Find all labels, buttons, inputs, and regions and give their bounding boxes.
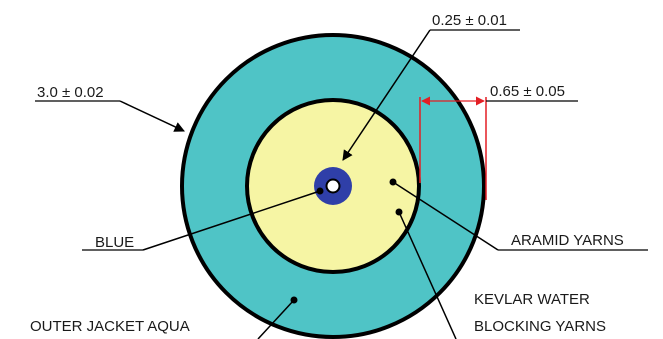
aramid-label: ARAMID YARNS: [511, 232, 624, 249]
outer-diameter-leader: [119, 100, 185, 132]
blue-leader: [142, 190, 321, 251]
outer-diameter-label: 3.0 ± 0.02: [37, 84, 104, 101]
kevlar-label-line2: BLOCKING YARNS: [474, 318, 606, 335]
kevlar-label-line1: KEVLAR WATER: [474, 291, 590, 308]
fiber-diameter-label: 0.25 ± 0.01: [432, 12, 507, 29]
fiber-core-circle: [325, 178, 341, 194]
jacket-thickness-label: 0.65 ± 0.05: [490, 83, 565, 100]
outer-jacket-leader: [257, 299, 295, 339]
fiber-diameter-leader: [342, 29, 431, 161]
outer-jacket-label: OUTER JACKET AQUA: [30, 318, 190, 335]
blue-label: BLUE: [95, 234, 134, 251]
kevlar-leader: [398, 211, 457, 339]
aramid-leader: [392, 181, 499, 251]
